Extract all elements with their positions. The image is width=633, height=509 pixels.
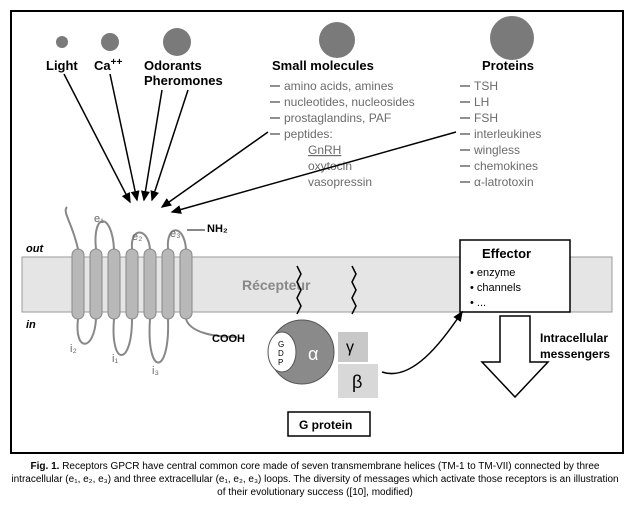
svg-text:TSH: TSH [474,79,498,93]
lbl-cooh: COOH [212,333,245,345]
svg-text:prostaglandins, PAF: prostaglandins, PAF [284,111,391,125]
svg-text:• channels: • channels [470,282,521,294]
diagram-svg: Light Ca++ Odorants Pheromones Small mol… [12,12,622,452]
svg-text:nucleotides, nucleosides: nucleotides, nucleosides [284,95,415,109]
hdr-proteins: Proteins [482,58,534,73]
arrow-to-effector [382,312,462,374]
svg-text:GnRH: GnRH [308,143,341,157]
svg-text:α-latrotoxin: α-latrotoxin [474,175,534,189]
svg-text:e₂: e₂ [132,231,142,243]
svg-text:interleukines: interleukines [474,127,541,141]
svg-text:i₁: i₁ [112,353,118,365]
svg-text:oxytocin: oxytocin [308,159,352,173]
svg-text:• enzyme: • enzyme [470,267,515,279]
lbl-nh2: NH₂ [207,223,228,235]
svg-text:e₃: e₃ [170,228,181,240]
lbl-out: out [26,243,44,255]
protein-list: TSH LH FSH interleukines wingless chemok… [460,79,541,189]
ligand-circles [56,16,534,60]
svg-text:FSH: FSH [474,111,498,125]
hdr-odor2: Pheromones [144,73,223,88]
lbl-in: in [26,319,36,331]
hdr-small: Small molecules [272,58,374,73]
figure-container: Light Ca++ Odorants Pheromones Small mol… [10,10,624,454]
svg-text:γ: γ [346,339,354,356]
svg-text:vasopressin: vasopressin [308,175,372,189]
svg-text:chemokines: chemokines [474,159,538,173]
svg-text:i₂: i₂ [70,343,77,355]
hdr-odor1: Odorants [144,58,202,73]
svg-text:wingless: wingless [473,143,520,157]
lbl-intra2: messengers [540,347,610,361]
svg-text:amino acids, amines: amino acids, amines [284,79,393,93]
svg-text:α: α [308,344,318,364]
hdr-light: Light [46,58,78,73]
lbl-effector: Effector [482,246,531,261]
svg-text:e₁: e₁ [94,213,104,225]
lbl-intra1: Intracellular [540,331,608,345]
lbl-gdp: GDP [278,340,284,367]
intracellular-arrow [482,316,548,397]
svg-text:LH: LH [474,95,489,109]
svg-text:peptides:: peptides: [284,127,333,141]
svg-text:• ...: • ... [470,297,486,309]
hdr-ca: Ca++ [94,57,122,73]
small-mol-list: amino acids, amines nucleotides, nucleos… [270,79,415,189]
svg-text:β: β [352,372,362,392]
svg-text:i₃: i₃ [152,365,159,377]
figure-caption: Fig. 1. Receptors GPCR have central comm… [10,460,620,499]
lbl-gprotein: G protein [299,418,352,432]
